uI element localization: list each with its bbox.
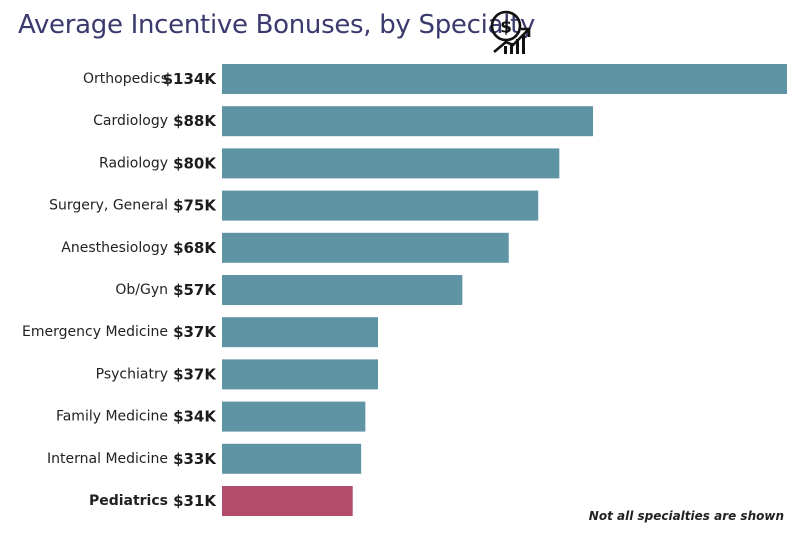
footnote: Not all specialties are shown [588, 509, 784, 523]
value-label-internal-medicine: $33K [173, 450, 217, 468]
bar-psychiatry [222, 359, 379, 390]
bar-internal-medicine [222, 443, 362, 474]
category-label-orthopedics: Orthopedics [83, 71, 168, 87]
value-label-radiology: $80K [173, 154, 217, 172]
category-label-ob-gyn: Ob/Gyn [115, 282, 168, 298]
bar-cardiology [222, 106, 594, 137]
bar-radiology [222, 148, 560, 179]
value-label-cardiology: $88K [173, 112, 217, 130]
bar-pediatrics [222, 486, 353, 516]
chart-title: Average Incentive Bonuses, by Specialty [18, 10, 536, 40]
value-label-family-medicine: $34K [173, 408, 217, 426]
value-label-anesthesiology: $68K [173, 239, 217, 257]
svg-text:$: $ [500, 18, 512, 38]
bar-family-medicine [222, 401, 366, 432]
category-label-emergency-medicine: Emergency Medicine [22, 324, 168, 340]
value-label-emergency-medicine: $37K [173, 323, 217, 341]
value-label-psychiatry: $37K [173, 365, 217, 383]
category-label-internal-medicine: Internal Medicine [47, 451, 168, 467]
bar-ob-gyn [222, 275, 463, 305]
category-label-family-medicine: Family Medicine [56, 409, 168, 425]
category-label-cardiology: Cardiology [93, 113, 168, 129]
category-label-radiology: Radiology [99, 155, 168, 171]
dollar-growth-icon: $ [490, 10, 531, 54]
category-label-anesthesiology: Anesthesiology [61, 240, 168, 256]
value-label-pediatrics: $31K [173, 492, 217, 510]
bar-emergency-medicine [222, 317, 379, 348]
bar-anesthesiology [222, 232, 509, 263]
value-label-orthopedics: $134K [163, 70, 218, 88]
value-label-ob-gyn: $57K [173, 281, 217, 299]
category-label-surgery-general: Surgery, General [49, 198, 168, 214]
bar-surgery-general [222, 190, 539, 221]
category-label-psychiatry: Psychiatry [96, 366, 168, 382]
category-label-pediatrics: Pediatrics [89, 493, 168, 509]
value-label-surgery-general: $75K [173, 197, 217, 215]
bar-orthopedics [222, 64, 787, 94]
